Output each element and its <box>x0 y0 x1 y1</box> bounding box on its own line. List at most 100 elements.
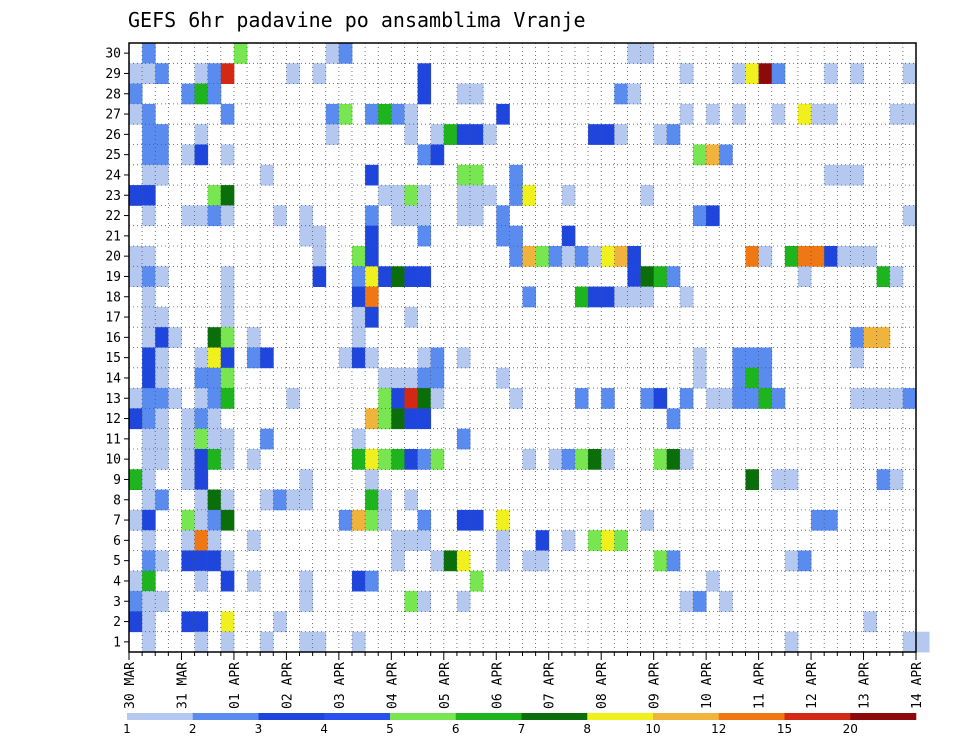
heatmap-cell <box>129 591 143 612</box>
heatmap-cell <box>784 469 799 490</box>
heatmap-cell <box>391 449 405 470</box>
heatmap-cell <box>129 388 143 409</box>
heatmap-cell <box>129 509 143 531</box>
y-tick-label: 29 <box>105 67 121 82</box>
x-tick-label: 12 APR <box>805 662 820 709</box>
heatmap-cell <box>771 63 786 84</box>
heatmap-cell <box>758 367 773 389</box>
x-tick-label: 30 MAR <box>123 662 138 709</box>
heatmap-cell <box>142 367 156 389</box>
heatmap-cell <box>365 103 379 125</box>
heatmap-cell <box>129 266 143 287</box>
heatmap-cell <box>220 103 235 125</box>
heatmap-cell <box>365 225 379 247</box>
x-tick-label: 09 APR <box>648 662 663 709</box>
heatmap-cell <box>365 347 379 369</box>
heatmap-cell <box>129 63 143 84</box>
heatmap-cell <box>207 185 222 206</box>
heatmap-cell <box>850 347 864 369</box>
heatmap-cell <box>443 124 458 145</box>
heatmap-cell <box>706 570 720 592</box>
heatmap-cell <box>456 205 471 227</box>
heatmap-cell <box>391 550 405 572</box>
heatmap-cell <box>299 570 314 592</box>
legend-swatch <box>850 713 917 720</box>
heatmap-cell <box>260 347 274 369</box>
legend-swatch <box>455 713 522 720</box>
heatmap-cell <box>470 124 484 145</box>
heatmap-cell <box>207 63 222 84</box>
heatmap-cell <box>365 164 379 186</box>
heatmap-cell <box>220 306 235 328</box>
heatmap-cell <box>745 367 759 389</box>
heatmap-cell <box>561 185 576 206</box>
heatmap-cell <box>784 550 799 572</box>
heatmap-cell <box>142 611 156 633</box>
x-tick-label: 11 APR <box>753 662 768 709</box>
heatmap-cell <box>155 144 169 166</box>
heatmap-cell <box>299 205 314 227</box>
legend-label: 15 <box>777 722 792 736</box>
heatmap-cell <box>456 509 471 531</box>
heatmap-cell <box>273 489 287 511</box>
heatmap-cell <box>850 63 864 84</box>
heatmap-cell <box>863 611 878 633</box>
legend-label: 7 <box>518 722 526 736</box>
heatmap-cell <box>181 611 195 633</box>
heatmap-cell <box>627 246 641 267</box>
y-tick-label: 13 <box>105 392 121 407</box>
heatmap-cell <box>417 83 432 105</box>
x-tick-label: 01 APR <box>228 662 243 709</box>
heatmap-cell <box>561 449 576 470</box>
heatmap-cell <box>286 63 300 84</box>
heatmap-cell <box>194 428 209 450</box>
legend-swatch <box>521 713 588 720</box>
heatmap-cell <box>207 347 222 369</box>
heatmap-cell <box>142 428 156 450</box>
heatmap-cell <box>404 489 418 511</box>
heatmap-cell <box>522 185 537 206</box>
heatmap-cell <box>155 306 169 328</box>
heatmap-cell <box>142 43 156 64</box>
heatmap-cell <box>220 388 235 409</box>
heatmap-cell <box>220 631 235 653</box>
heatmap-cell <box>247 530 261 551</box>
heatmap-cell <box>299 489 314 511</box>
heatmap-cell <box>129 185 143 206</box>
heatmap-cell <box>338 347 353 369</box>
heatmap-cell <box>142 469 156 490</box>
heatmap-cell <box>535 550 550 572</box>
heatmap-cell <box>155 124 169 145</box>
heatmap-cell <box>430 367 445 389</box>
heatmap-cell <box>142 185 156 206</box>
heatmap-cell <box>548 246 563 267</box>
heatmap-cell <box>679 388 694 409</box>
heatmap-cell <box>194 570 209 592</box>
heatmap-cell <box>220 266 235 287</box>
heatmap-cell <box>247 347 261 369</box>
heatmap-cell <box>417 205 432 227</box>
heatmap-cell <box>758 246 773 267</box>
heatmap-cell <box>142 246 156 267</box>
heatmap-cell <box>588 449 602 470</box>
heatmap-cell <box>404 388 418 409</box>
heatmap-cell <box>181 509 195 531</box>
heatmap-cell <box>850 164 864 186</box>
heatmap-cell <box>693 144 707 166</box>
heatmap-cell <box>640 509 655 531</box>
heatmap-cell <box>194 611 209 633</box>
heatmap-cell <box>351 449 366 470</box>
heatmap-cell <box>470 570 484 592</box>
y-tick-label: 2 <box>113 615 121 630</box>
heatmap-cell <box>247 449 261 470</box>
heatmap-cell <box>758 388 773 409</box>
heatmap-cell <box>365 408 379 430</box>
heatmap-cell <box>142 164 156 186</box>
heatmap-cell <box>771 103 786 125</box>
heatmap-cell <box>456 83 471 105</box>
heatmap-cell <box>522 550 537 572</box>
heatmap-cell <box>155 327 169 348</box>
heatmap-cell <box>220 449 235 470</box>
heatmap-cell <box>220 347 235 369</box>
